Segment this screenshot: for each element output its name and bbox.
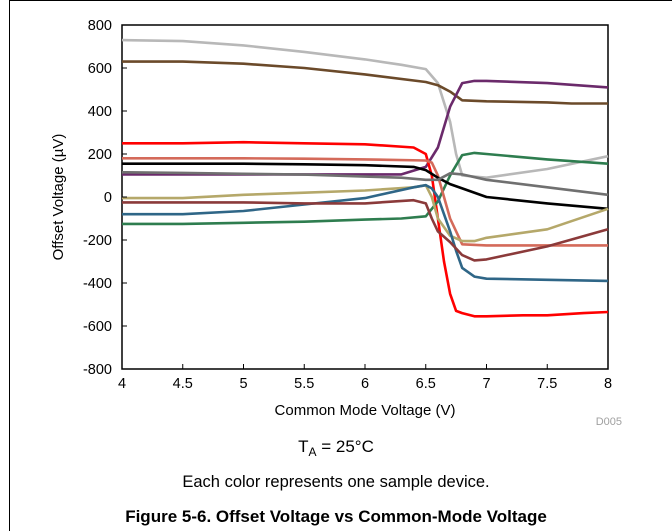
series-line-11 (122, 198, 609, 262)
y-axis-title: Offset Voltage (µV) (50, 134, 67, 261)
series-line-8 (121, 171, 609, 197)
x-tick-label: 6 (361, 376, 369, 392)
series-line-6 (122, 157, 608, 247)
tick-layer: 4 4.5 5 5.5 6 6.5 7 7.5 8 800 600 400 200 0 -200 -400 -6… (83, 18, 612, 392)
temperature-condition: TA = 25°C (0, 437, 672, 459)
temperature-value: = 25°C (316, 437, 374, 456)
y-tick-label: -600 (83, 319, 112, 335)
y-tick-label: -400 (83, 276, 112, 292)
series-line-10 (122, 183, 609, 283)
temperature-prefix: T (298, 437, 309, 456)
series-line-4 (122, 140, 609, 318)
x-tick-label: 8 (604, 376, 612, 392)
figure-caption: Figure 5-6. Offset Voltage vs Common-Mod… (125, 507, 547, 526)
frame-top-border (9, 0, 672, 1)
temperature-subscript: A (308, 445, 317, 459)
x-axis-title: Common Mode Voltage (V) (275, 402, 456, 419)
series-line-7 (122, 162, 609, 211)
y-tick-label: -200 (83, 233, 112, 249)
figure-code-label: D005 (596, 416, 622, 428)
series-layer (121, 38, 609, 318)
y-tick-label: 200 (88, 147, 112, 163)
offset-voltage-chart: 4 4.5 5 5.5 6 6.5 7 7.5 8 800 600 400 200 0 -200 -400 -6… (50, 18, 622, 428)
y-tick-label: 400 (88, 104, 112, 120)
y-tick-label: -800 (83, 362, 112, 378)
y-tick-label: 0 (104, 190, 112, 206)
frame-left-border (9, 0, 10, 531)
series-line-9 (122, 183, 609, 243)
x-tick-label: 4 (118, 376, 126, 392)
x-tick-label: 7 (482, 376, 490, 392)
x-tick-label: 7.5 (537, 376, 557, 392)
series-line-2 (122, 60, 608, 105)
y-tick-label: 800 (88, 18, 112, 34)
sample-note: Each color represents one sample device. (182, 473, 490, 491)
x-tick-label: 5.5 (294, 376, 314, 392)
series-line-5 (122, 151, 609, 226)
x-tick-label: 6.5 (416, 376, 436, 392)
series-line-1 (121, 38, 609, 179)
x-tick-label: 4.5 (173, 376, 193, 392)
y-tick-label: 600 (88, 61, 112, 77)
x-tick-label: 5 (239, 376, 247, 392)
